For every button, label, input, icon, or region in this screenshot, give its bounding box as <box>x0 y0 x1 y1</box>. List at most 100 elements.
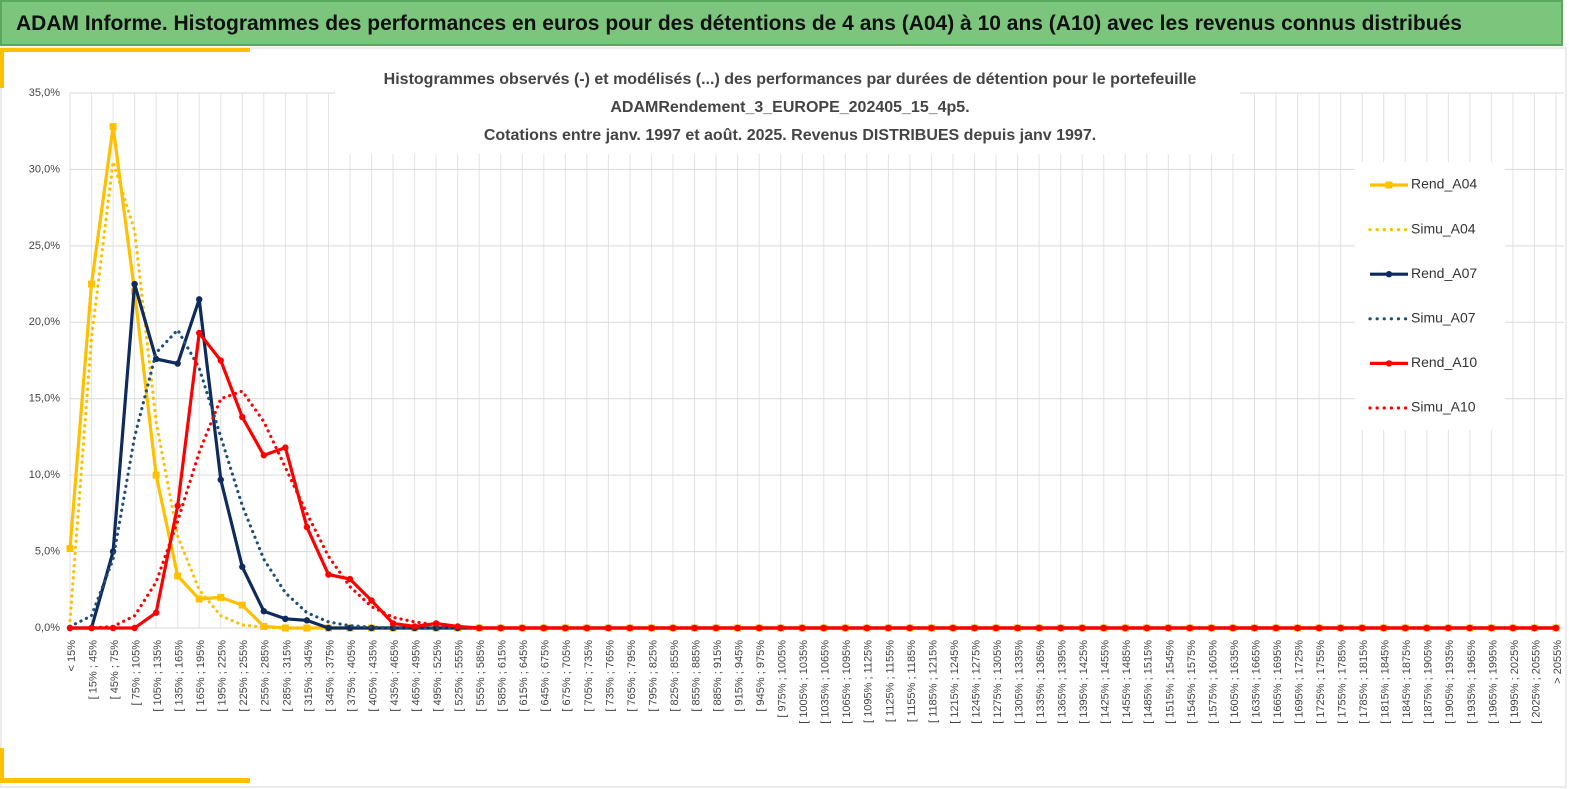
marker <box>109 123 117 131</box>
marker <box>626 624 634 632</box>
x-tick-label: [ 255% ; 285% <box>260 640 272 712</box>
y-tick-label: 0,0% <box>35 622 60 634</box>
x-tick-label: [ 1605% ; 1635% <box>1229 640 1241 724</box>
x-tick-label: [ 195% ; 225% <box>217 640 229 712</box>
marker <box>131 624 138 632</box>
chart-title: Cotations entre janv. 1997 et août. 2025… <box>484 127 1096 144</box>
marker <box>1358 624 1366 632</box>
x-tick-label: [ 465% ; 495% <box>410 640 422 712</box>
x-tick-label: [ 645% ; 675% <box>540 640 552 712</box>
x-tick-label: [ 315% ; 345% <box>303 640 315 712</box>
marker <box>1035 624 1043 632</box>
x-tick-label: [ 555% ; 585% <box>475 640 487 712</box>
x-tick-label: [ 1815% ; 1845% <box>1380 640 1392 724</box>
marker <box>777 624 784 632</box>
marker <box>346 575 354 583</box>
y-tick-label: 35,0% <box>29 87 60 99</box>
x-tick-label: [ 795% ; 825% <box>647 640 659 712</box>
x-tick-label: [ 945% ; 975% <box>755 640 767 712</box>
legend-marker <box>1385 181 1393 189</box>
title-bg <box>335 64 1240 154</box>
x-tick-label: [ 165% ; 195% <box>195 640 207 712</box>
x-tick-label: [ 1425% ; 1455% <box>1100 640 1112 724</box>
x-tick-label: [ 1965% ; 1995% <box>1487 640 1499 724</box>
x-tick-label: [ 765% ; 795% <box>626 640 638 712</box>
x-tick-label: [ 675% ; 705% <box>561 640 573 712</box>
marker <box>260 607 268 615</box>
marker <box>174 572 182 580</box>
marker <box>152 471 160 479</box>
series-line <box>70 282 1556 630</box>
marker <box>1143 624 1151 632</box>
x-tick-label: [ 1755% ; 1785% <box>1337 640 1349 724</box>
marker <box>992 624 1000 632</box>
y-tick-label: 30,0% <box>29 163 60 175</box>
marker <box>174 502 181 509</box>
x-tick-label: [ 45% ; 75% <box>109 640 121 700</box>
marker <box>1402 624 1409 632</box>
marker <box>217 357 224 364</box>
legend-label: Rend_A04 <box>1411 176 1477 192</box>
marker <box>303 617 311 624</box>
marker <box>196 329 203 337</box>
marker <box>174 360 181 367</box>
x-tick-label: [ 435% ; 465% <box>389 640 401 712</box>
marker <box>66 545 74 553</box>
marker <box>131 280 138 288</box>
marker <box>303 624 311 632</box>
marker <box>239 413 246 421</box>
x-tick-label: [ 1875% ; 1905% <box>1423 640 1435 724</box>
x-tick-label: [ 615% ; 645% <box>518 640 530 712</box>
marker <box>949 624 957 632</box>
x-tick-label: [ 1245% ; 1275% <box>970 640 982 724</box>
x-tick-label: [ 1155% ; 1185% <box>906 640 918 722</box>
marker <box>1100 624 1107 632</box>
marker <box>325 571 332 578</box>
x-tick-label: [ 345% ; 375% <box>324 640 336 712</box>
marker <box>734 624 741 632</box>
marker <box>88 624 95 632</box>
x-tick-label: [ 1935% ; 1965% <box>1466 640 1478 724</box>
marker <box>1272 624 1280 632</box>
accent <box>0 748 4 783</box>
chart-title: ADAMRendement_3_EUROPE_202405_15_4p5. <box>610 99 969 116</box>
marker <box>260 622 268 630</box>
legend-label: Rend_A07 <box>1411 265 1477 281</box>
x-tick-label: [ 495% ; 525% <box>432 640 444 712</box>
x-tick-label: [ 1845% ; 1875% <box>1401 640 1413 724</box>
marker <box>217 476 224 483</box>
marker <box>389 624 397 632</box>
series-line <box>68 389 1558 630</box>
marker <box>1466 624 1474 632</box>
x-tick-label: [ 285% ; 315% <box>281 640 293 712</box>
marker <box>411 623 418 630</box>
x-tick-label: [ 975% ; 1005% <box>777 640 789 718</box>
legend-label: Simu_A07 <box>1411 310 1476 326</box>
marker <box>1315 624 1323 632</box>
x-tick-label: [ 735% ; 765% <box>604 640 616 712</box>
marker <box>88 280 96 288</box>
x-tick-label: [ 1515% ; 1545% <box>1164 640 1176 724</box>
x-tick-label: [ 1905% ; 1935% <box>1444 640 1456 724</box>
marker <box>1229 624 1237 632</box>
marker <box>196 296 203 303</box>
legend-marker <box>1385 271 1393 278</box>
legend-label: Rend_A10 <box>1411 354 1477 370</box>
marker <box>260 452 268 459</box>
series-line <box>68 160 1558 630</box>
x-tick-label: [ 1095% ; 1125% <box>863 640 875 723</box>
x-tick-label: [ 1485% ; 1515% <box>1143 640 1155 724</box>
legend-bg <box>1355 162 1505 430</box>
header-title: ADAM Informe. Histogrammes des performan… <box>0 0 1563 46</box>
marker <box>195 595 203 603</box>
x-tick-label: [ 1275% ; 1305% <box>992 640 1004 724</box>
x-tick-label: [ 1215% ; 1245% <box>949 640 961 724</box>
marker <box>389 620 397 627</box>
x-tick-label: [ 135% ; 165% <box>174 640 186 712</box>
x-tick-label: [ 225% ; 255% <box>238 640 250 712</box>
marker <box>282 615 289 623</box>
x-tick-label: [ 1695% ; 1725% <box>1293 640 1305 724</box>
x-tick-label: [ 405% ; 435% <box>367 640 379 712</box>
x-tick-label: > 2055% <box>1552 640 1564 684</box>
